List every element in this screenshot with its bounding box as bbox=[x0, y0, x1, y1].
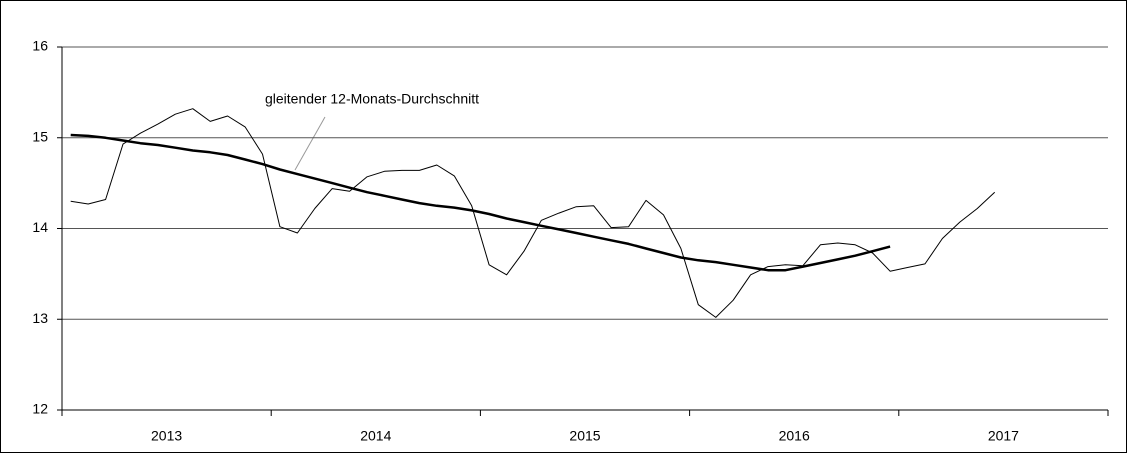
x-tick-label: 2013 bbox=[151, 428, 182, 444]
y-tick-label: 16 bbox=[32, 38, 48, 54]
y-tick-label: 14 bbox=[32, 219, 48, 235]
annotation: gleitender 12-Monats-Durchschnitt bbox=[265, 91, 479, 107]
y-tick-label: 15 bbox=[32, 128, 48, 144]
y-tick-label: 13 bbox=[32, 310, 48, 326]
x-tick-label: 2017 bbox=[988, 428, 1019, 444]
series-line bbox=[70, 108, 996, 318]
y-tick-label: 12 bbox=[32, 401, 48, 417]
x-tick-label: 2016 bbox=[779, 428, 810, 444]
series-line bbox=[70, 133, 891, 272]
annotation-leader bbox=[294, 116, 326, 171]
x-tick-label: 2014 bbox=[360, 428, 391, 444]
x-tick-label: 2015 bbox=[569, 428, 600, 444]
